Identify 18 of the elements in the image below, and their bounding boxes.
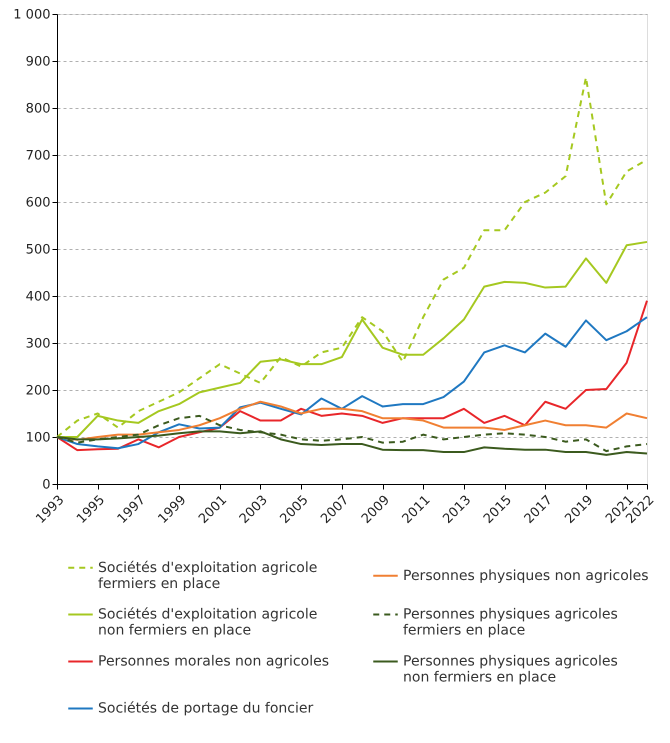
y-tick-label: 400 [26,290,50,304]
legend-label: Personnes physiques agricoles fermiers en place [403,606,618,638]
legend-label: Personnes physiques agricoles non fermiers en place [403,654,618,686]
y-tick-label: 1 000 [13,8,50,22]
y-tick-label: 800 [26,102,50,116]
y-tick-label: 300 [26,336,50,352]
legend-label: Sociétés de portage du foncier [98,700,314,716]
legend-label: Sociétés d'exploitation agricole fermiers en place [98,560,318,592]
y-tick-label: 200 [26,384,50,398]
y-tick-label: 500 [26,242,50,258]
legend-label: Personnes physiques non agricoles [403,568,649,584]
y-tick-label: 700 [26,148,50,164]
y-tick-label: 600 [26,196,50,210]
legend-label: Sociétés d'exploitation agricole non fermiers en place [98,606,318,638]
legend-label: Personnes morales non agricoles [98,654,329,670]
y-tick-label: 0 [42,478,50,492]
y-tick-label: 900 [26,54,50,70]
y-tick-label: 100 [26,430,50,446]
